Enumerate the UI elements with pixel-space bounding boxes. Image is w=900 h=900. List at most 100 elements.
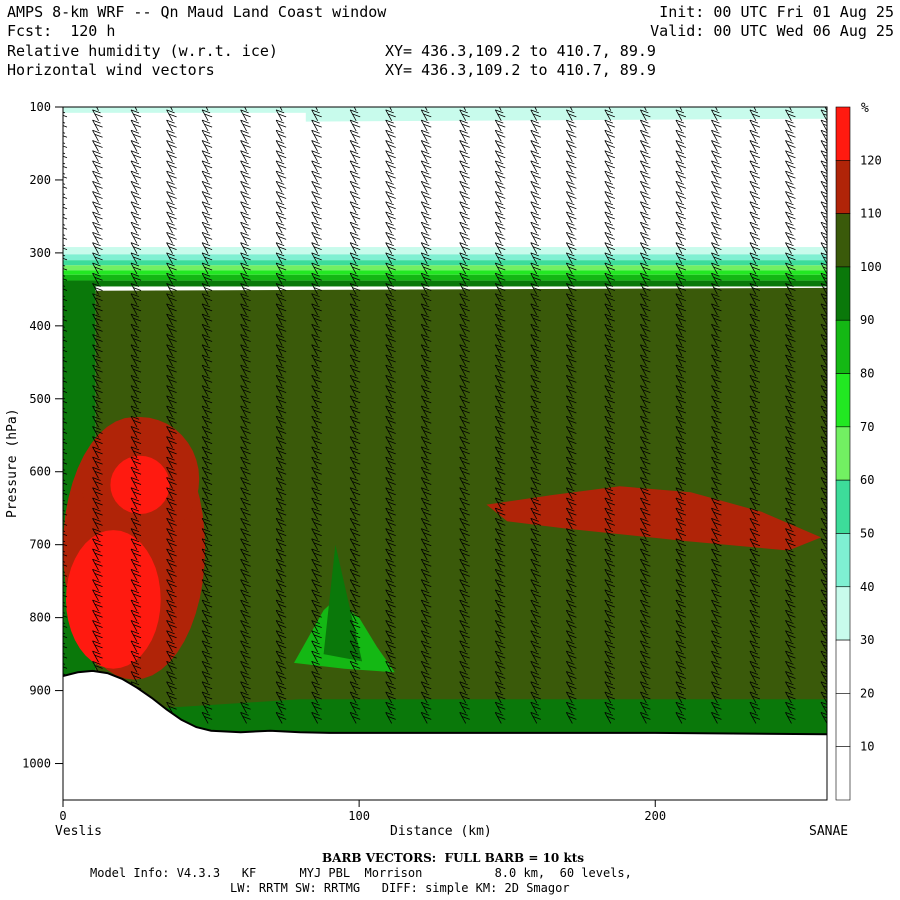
wind-barb-c14-l30 bbox=[565, 405, 573, 418]
wind-barb-feather-b-c18-l57 bbox=[713, 685, 722, 690]
wind-barb-feather-b-c13-l40 bbox=[532, 511, 541, 516]
wind-barb-c1-l41 bbox=[92, 518, 99, 530]
wind-barb-feather-b-c17-l19 bbox=[677, 297, 687, 302]
wind-barb-c9-l54 bbox=[385, 650, 393, 663]
wind-barb-c8-l23 bbox=[349, 334, 357, 346]
wind-barb-feather-b-c3-l0 bbox=[176, 107, 177, 108]
wind-barb-feather-a-c6-l17 bbox=[275, 272, 285, 277]
wind-barb-feather-b-c9-l7 bbox=[387, 174, 396, 179]
wind-barb-feather-b-c20-l24 bbox=[787, 348, 796, 353]
wind-barb-c4-l23 bbox=[201, 334, 209, 346]
wind-barb-c11-l55 bbox=[459, 661, 467, 673]
wind-barb-feather-b-c10-l50 bbox=[423, 613, 432, 618]
wind-barb-feather-a-c12-l50 bbox=[495, 609, 504, 614]
wind-barb-feather-a-c19-l28 bbox=[749, 385, 759, 389]
wind-barb-feather-b-c9-l19 bbox=[387, 297, 396, 302]
wind-barb-feather-a-c2-l16 bbox=[130, 262, 140, 267]
wind-barb-c12-l25 bbox=[494, 354, 502, 367]
wind-barb-feather-a-c12-l40 bbox=[495, 507, 504, 512]
wind-barb-c12-l27 bbox=[494, 375, 502, 387]
wind-barb-c3-l48 bbox=[166, 589, 173, 602]
wind-barb-feather-a-c7-l17 bbox=[311, 272, 320, 277]
wind-barb-c17-l26 bbox=[675, 364, 683, 377]
wind-barb-feather-b-c16-l11 bbox=[642, 215, 651, 220]
wind-barb-c14-l55 bbox=[565, 661, 573, 673]
wind-barb-feather-a-c5-l33 bbox=[240, 436, 249, 441]
wind-barb-feather-a-c0-l18 bbox=[63, 285, 66, 287]
wind-barb-feather-a-c7-l29 bbox=[311, 395, 320, 400]
wind-barb-feather-b-c10-l9 bbox=[423, 195, 432, 199]
wind-barb-c14-l42 bbox=[565, 528, 573, 540]
wind-barb-feather-b-c9-l48 bbox=[387, 593, 396, 598]
wind-barb-feather-a-c18-l40 bbox=[711, 507, 720, 512]
wind-barb-feather-a-c6-l9 bbox=[275, 191, 285, 195]
wind-barb-c4-l55 bbox=[201, 661, 209, 673]
wind-barb-feather-a-c20-l25 bbox=[785, 354, 794, 359]
wind-barb-feather-a-c14-l23 bbox=[566, 334, 575, 338]
wind-barb-c19-l57 bbox=[749, 681, 757, 693]
wind-barb-feather-b-c5-l17 bbox=[242, 276, 251, 281]
wind-barb-feather-a-c6-l53 bbox=[275, 640, 285, 645]
wind-barb-feather-b-c17-l31 bbox=[677, 419, 687, 424]
wind-barb-feather-a-c20-l4 bbox=[785, 140, 794, 144]
wind-barb-feather-a-c14-l27 bbox=[566, 375, 575, 379]
wind-barb-feather-b-c2-l55 bbox=[132, 664, 142, 669]
wind-barb-c20-l39 bbox=[785, 497, 792, 510]
wind-barb-c8-l0 bbox=[353, 107, 357, 111]
wind-barb-feather-b-c3-l50 bbox=[168, 613, 177, 618]
wind-barb-feather-a-c16-l41 bbox=[640, 517, 649, 522]
wind-barb-c3-l38 bbox=[166, 487, 173, 499]
wind-barb-c21-l34 bbox=[820, 446, 827, 459]
wind-barb-feather-b-c5-l2 bbox=[242, 123, 251, 128]
wind-barb-c9-l57 bbox=[385, 681, 393, 693]
wind-barb-feather-b-c6-l24 bbox=[277, 348, 287, 353]
wind-barb-c10-l60 bbox=[420, 712, 428, 724]
wind-barb-feather-b-c19-l28 bbox=[751, 389, 761, 393]
wind-barb-c1-l44 bbox=[92, 548, 99, 561]
wind-barb-c2-l49 bbox=[130, 599, 138, 612]
y-tick-label-800: 800 bbox=[29, 611, 51, 625]
wind-barb-feather-a-c6-l20 bbox=[275, 303, 285, 308]
wind-barb-c17-l37 bbox=[675, 477, 683, 489]
colorbar-label-80: 80 bbox=[860, 367, 874, 381]
wind-barb-feather-b-c3-l47 bbox=[168, 583, 177, 588]
wind-barb-feather-b-c8-l39 bbox=[352, 501, 361, 506]
wind-barb-c14-l2 bbox=[565, 119, 573, 132]
wind-barb-feather-b-c7-l46 bbox=[313, 573, 322, 577]
wind-barb-c16-l34 bbox=[640, 446, 647, 459]
wind-barb-c12-l11 bbox=[494, 211, 502, 224]
wind-barb-c9-l26 bbox=[385, 364, 393, 377]
wind-barb-feather-a-c8-l41 bbox=[350, 517, 359, 522]
wind-barb-feather-b-c10-l36 bbox=[423, 470, 432, 475]
wind-barb-feather-a-c16-l11 bbox=[640, 211, 649, 216]
wind-barb-feather-a-c20-l11 bbox=[785, 211, 794, 216]
wind-barb-feather-b-c10-l17 bbox=[423, 276, 432, 281]
wind-barb-feather-a-c3-l51 bbox=[166, 620, 175, 624]
wind-barb-c7-l49 bbox=[311, 599, 319, 612]
wind-barb-c6-l4 bbox=[275, 140, 283, 152]
wind-barb-feather-b-c6-l56 bbox=[277, 675, 287, 679]
wind-barb-c7-l53 bbox=[311, 640, 319, 653]
wind-barb-feather-b-c7-l57 bbox=[313, 685, 322, 690]
wind-barb-feather-a-c16-l12 bbox=[640, 221, 649, 226]
wind-barb-feather-a-c1-l3 bbox=[92, 129, 101, 134]
wind-barb-feather-b-c4-l16 bbox=[203, 266, 213, 271]
wind-barb-c4-l35 bbox=[201, 456, 209, 469]
wind-barb-feather-b-c7-l25 bbox=[313, 358, 322, 363]
wind-barb-feather-a-c4-l4 bbox=[201, 140, 211, 144]
wind-barb-feather-a-c0-l17 bbox=[63, 275, 66, 277]
wind-barb-feather-a-c13-l1 bbox=[530, 109, 539, 114]
wind-barb-c11-l0 bbox=[463, 107, 467, 111]
wind-barb-feather-b-c18-l19 bbox=[713, 297, 722, 302]
wind-barb-feather-a-c12-l60 bbox=[495, 712, 504, 716]
wind-barb-c19-l50 bbox=[749, 610, 757, 622]
wind-barb-c0-l6 bbox=[63, 171, 64, 172]
wind-barb-c3-l56 bbox=[166, 671, 173, 683]
wind-barb-feather-b-c18-l49 bbox=[713, 603, 722, 608]
wind-barb-feather-a-c21-l17 bbox=[820, 272, 827, 276]
wind-barb-feather-b-c2-l43 bbox=[132, 542, 142, 547]
wind-barb-feather-a-c1-l1 bbox=[92, 109, 101, 114]
wind-barb-feather-b-c5-l12 bbox=[242, 225, 251, 230]
wind-barb-feather-b-c9-l15 bbox=[387, 256, 396, 261]
wind-barb-feather-a-c18-l18 bbox=[711, 283, 720, 287]
